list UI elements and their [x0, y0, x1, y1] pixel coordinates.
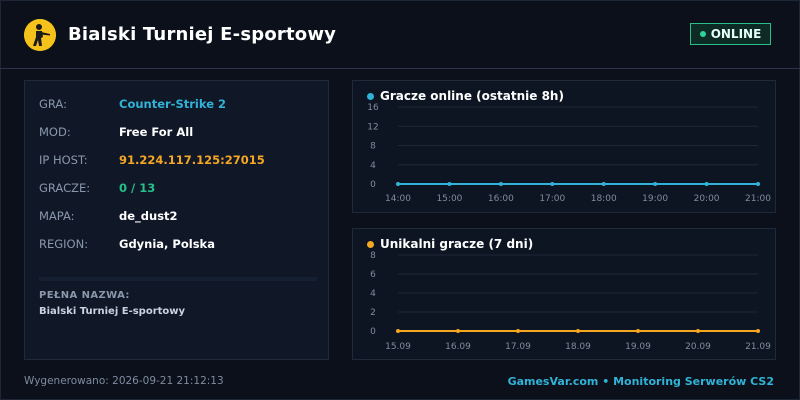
- info-key: REGION:: [39, 237, 89, 251]
- series-dot-icon: [367, 92, 374, 100]
- y-tick-label: 8: [370, 251, 376, 261]
- chart-title: Unikalni gracze (7 dni): [367, 237, 533, 251]
- data-point: [550, 182, 555, 186]
- x-tick-label: 19:00: [642, 194, 668, 204]
- data-point: [498, 182, 503, 186]
- info-value[interactable]: 91.224.117.125:27015: [119, 153, 265, 167]
- x-tick-label: 17.09: [505, 342, 531, 352]
- x-tick-label: 16:00: [488, 194, 514, 204]
- y-tick-label: 4: [370, 289, 376, 299]
- info-key: IP HOST:: [39, 153, 88, 167]
- data-point: [516, 329, 520, 333]
- unique-players-chart: 0 2 4 6 8 15.09 16.09 17.09 18.09 19.09 20.09 21.09: [370, 251, 771, 352]
- chart-title-text: Gracze online (ostatnie 8h): [380, 89, 564, 103]
- x-tick-label: 18.09: [565, 342, 591, 352]
- info-value: Counter-Strike 2: [119, 97, 226, 111]
- unique-players-chart-panel: Unikalni gracze (7 dni) 0 2 4 6 8 15.09 16.09 1…: [352, 228, 776, 360]
- data-point: [636, 329, 640, 333]
- x-tick-label: 21.09: [745, 342, 771, 352]
- x-tick-label: 16.09: [445, 342, 471, 352]
- info-key: MAPA:: [39, 209, 75, 223]
- server-info-panel: GRA: Counter-Strike 2 MOD: Free For All IP H…: [24, 80, 329, 360]
- series-dot-icon: [367, 240, 374, 248]
- y-tick-label: 12: [367, 122, 378, 132]
- data-point: [456, 329, 460, 333]
- y-tick-label: 6: [370, 270, 376, 280]
- status-dot-icon: [699, 31, 706, 37]
- info-key: GRA:: [39, 97, 67, 111]
- x-tick-label: 20:00: [694, 194, 720, 204]
- y-tick-label: 16: [367, 103, 379, 113]
- counter-strike-logo-icon: [24, 19, 56, 51]
- full-name-label: PEŁNA NAZWA:: [39, 290, 130, 301]
- server-title: Bialski Turniej E-sportowy: [68, 24, 337, 45]
- info-key: MOD:: [39, 125, 71, 139]
- data-point: [396, 329, 400, 333]
- info-value: 0 / 13: [119, 181, 156, 195]
- header: Bialski Turniej E-sportowy ONLINE: [0, 0, 800, 69]
- chart-title-text: Unikalni gracze (7 dni): [380, 237, 534, 251]
- x-tick-label: 15:00: [436, 194, 462, 204]
- data-point: [601, 182, 606, 186]
- online-players-chart: 0 4 8 12 16 14:00 15:00 16:00 17:00 18:00 19:00 20:…: [367, 103, 771, 204]
- x-tick-label: 17:00: [539, 194, 565, 204]
- generated-timestamp: Wygenerowano: 2026-09-21 21:12:13: [24, 375, 224, 387]
- full-name-value: Bialski Turniej E-sportowy: [39, 306, 186, 317]
- x-tick-label: 15.09: [385, 342, 411, 352]
- info-key: GRACZE:: [39, 181, 91, 195]
- y-tick-label: 8: [370, 142, 376, 152]
- status-label: ONLINE: [710, 27, 762, 41]
- x-tick-label: 20.09: [685, 342, 711, 352]
- y-tick-label: 2: [370, 308, 376, 318]
- x-tick-label: 19.09: [625, 342, 651, 352]
- y-tick-label: 4: [370, 161, 376, 171]
- info-value: Gdynia, Polska: [119, 237, 215, 251]
- divider: [39, 277, 317, 281]
- data-point: [756, 182, 760, 186]
- data-point: [704, 182, 709, 186]
- info-value: de_dust2: [119, 209, 178, 223]
- x-tick-label: 18:00: [591, 194, 617, 204]
- x-tick-label: 14:00: [385, 194, 411, 204]
- data-point: [696, 329, 700, 333]
- status-badge: ONLINE: [690, 23, 771, 45]
- brand-link[interactable]: GamesVar.com • Monitoring Serwerów CS2: [507, 375, 774, 388]
- y-tick-label: 0: [370, 327, 376, 337]
- data-point: [396, 182, 400, 186]
- data-point: [756, 329, 760, 333]
- x-tick-label: 21:00: [745, 194, 771, 204]
- data-point: [576, 329, 580, 333]
- chart-title: Gracze online (ostatnie 8h): [367, 89, 564, 103]
- data-point: [447, 182, 452, 186]
- online-players-chart-panel: Gracze online (ostatnie 8h) 0 4 8 12 16 14:00…: [352, 80, 776, 213]
- y-tick-label: 0: [370, 180, 376, 190]
- info-value: Free For All: [119, 125, 194, 139]
- data-point: [653, 182, 658, 186]
